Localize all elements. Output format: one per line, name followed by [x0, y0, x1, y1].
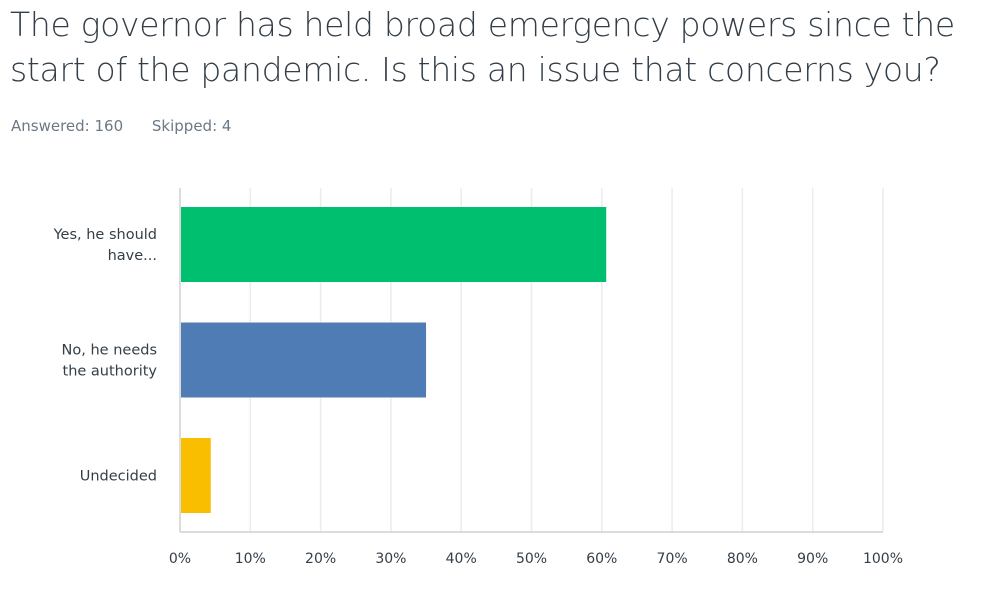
bar: [181, 438, 211, 513]
bar: [181, 207, 607, 282]
bar: [181, 322, 427, 398]
x-tick-label: 70%: [657, 551, 688, 567]
question-title: The governor has held broad emergency po…: [10, 5, 955, 89]
x-tick-label: 90%: [797, 551, 828, 567]
x-tick-label: 30%: [375, 551, 406, 567]
category-label: the authority: [63, 364, 158, 380]
x-tick-label: 10%: [235, 551, 266, 567]
category-label: have...: [108, 248, 157, 264]
x-tick-label: 0%: [169, 551, 191, 567]
category-label: No, he needs: [62, 343, 157, 359]
x-tick-label: 100%: [863, 551, 903, 567]
x-tick-label: 80%: [727, 551, 758, 567]
skipped-count: Skipped: 4: [151, 117, 232, 135]
x-tick-label: 20%: [305, 551, 336, 567]
x-tick-label: 40%: [446, 551, 477, 567]
category-label: Yes, he should: [53, 227, 157, 243]
answered-count: Answered: 160: [11, 117, 124, 135]
x-tick-label: 60%: [586, 551, 617, 567]
response-stats: Answered: 160 Skipped: 4: [11, 117, 255, 135]
category-label: Undecided: [80, 469, 157, 485]
x-tick-label: 50%: [516, 551, 547, 567]
